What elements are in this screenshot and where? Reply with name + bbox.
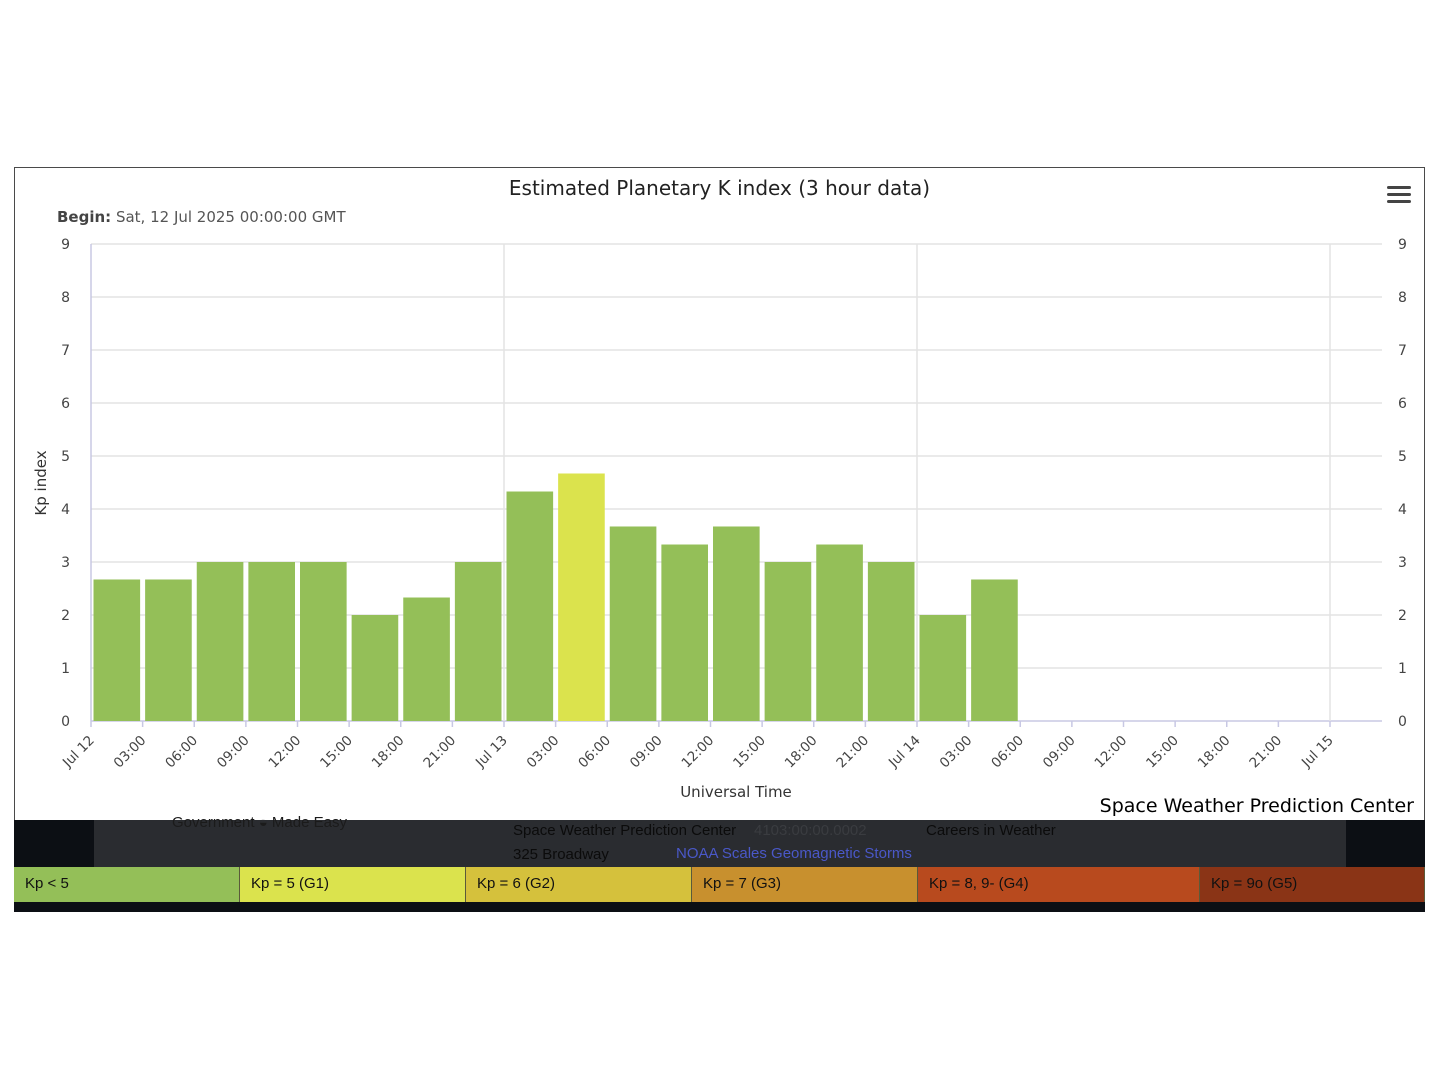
- begin-label: Begin:: [57, 208, 112, 226]
- x-tick-label: Jul 14: [885, 733, 924, 772]
- y-axis-label: Kp index: [32, 450, 50, 515]
- x-tick-label: 18:00: [782, 733, 821, 772]
- menu-line: [1387, 200, 1411, 203]
- kp-bar[interactable]: [713, 526, 760, 721]
- x-tick-label: 03:00: [111, 733, 150, 772]
- legend-item: Kp = 5 (G1): [240, 867, 466, 902]
- x-tick-label: 12:00: [266, 733, 305, 772]
- kp-bar-chart: 0 0 1 1 2 2 3 3 4 4 5 5 6 6 7 7 8 8 9 9 Jul 12 03:00 06:00 09:0…: [32, 237, 1407, 801]
- x-tick-label: 18:00: [369, 733, 408, 772]
- kp-legend: Kp < 5 Kp = 5 (G1) Kp = 6 (G2) Kp = 7 (G3) K…: [14, 867, 1425, 902]
- y-tick-label-right: 7: [1398, 343, 1407, 359]
- x-tick-label: 12:00: [679, 733, 718, 772]
- kp-bar[interactable]: [609, 526, 657, 721]
- kp-bar[interactable]: [196, 562, 244, 721]
- legend-item: Kp = 7 (G3): [692, 867, 918, 902]
- x-tick-label: 09:00: [1040, 733, 1079, 772]
- x-tick-label: 09:00: [214, 733, 253, 772]
- bars-layer: [93, 473, 1018, 721]
- y-tick-label-left: 1: [61, 661, 70, 677]
- footer-inner: Government ◒ Made Easy Space Weather Pre…: [94, 814, 1346, 867]
- footer-swpc-text: Space Weather Prediction Center: [513, 822, 737, 839]
- menu-line: [1387, 193, 1411, 196]
- x-tick-label: 12:00: [1092, 733, 1131, 772]
- kp-bar[interactable]: [300, 562, 347, 721]
- legend-bottom-strip: [14, 902, 1425, 912]
- x-tick-label: 15:00: [317, 733, 356, 772]
- y-tick-label-left: 7: [61, 343, 70, 359]
- begin-value: Sat, 12 Jul 2025 00:00:00 GMT: [115, 208, 346, 226]
- footer-code-text: 4103:00:00.0002: [754, 822, 867, 839]
- kp-bar[interactable]: [454, 562, 502, 721]
- y-tick-label-right: 4: [1398, 502, 1407, 518]
- kp-bar[interactable]: [919, 615, 967, 721]
- legend-item: Kp = 6 (G2): [466, 867, 692, 902]
- x-axis-label: Universal Time: [680, 783, 792, 801]
- x-tick-label: 06:00: [575, 733, 614, 772]
- y-tick-label-right: 5: [1398, 449, 1407, 465]
- kp-bar[interactable]: [661, 544, 708, 721]
- noaa-scales-link[interactable]: NOAA Scales Geomagnetic Storms: [676, 845, 912, 862]
- x-tick-label: 06:00: [988, 733, 1027, 772]
- x-tick-label: 21:00: [833, 733, 872, 772]
- y-tick-label-right: 1: [1398, 661, 1407, 677]
- y-tick-label-left: 6: [61, 396, 70, 412]
- y-tick-label-right: 0: [1398, 714, 1407, 730]
- chart-title: Estimated Planetary K index (3 hour data…: [508, 176, 931, 200]
- credit-text: Space Weather Prediction Center: [1099, 795, 1414, 817]
- x-tick-label: 18:00: [1195, 733, 1234, 772]
- legend-item: Kp = 9o (G5): [1200, 867, 1425, 902]
- menu-line: [1387, 186, 1411, 189]
- x-tick-label: 09:00: [627, 733, 666, 772]
- y-tick-label-right: 9: [1398, 237, 1407, 253]
- y-tick-label-left: 3: [61, 555, 70, 571]
- y-tick-label-right: 8: [1398, 290, 1407, 306]
- kp-bar[interactable]: [351, 615, 399, 721]
- kp-bar[interactable]: [248, 562, 295, 721]
- legend-item: Kp < 5: [14, 867, 240, 902]
- x-tick-label: 15:00: [730, 733, 769, 772]
- kp-bar[interactable]: [506, 491, 554, 721]
- kp-bar[interactable]: [93, 579, 141, 721]
- x-tick-label: 15:00: [1143, 733, 1182, 772]
- footer-address-text: 325 Broadway: [513, 846, 609, 863]
- hamburger-menu-icon[interactable]: [1387, 186, 1411, 206]
- y-tick-label-left: 5: [61, 449, 70, 465]
- y-tick-label-right: 2: [1398, 608, 1407, 624]
- x-tick-label: 21:00: [420, 733, 459, 772]
- x-tick-label: Jul 15: [1298, 733, 1337, 772]
- legend-item: Kp = 8, 9- (G4): [918, 867, 1200, 902]
- x-tick-label: 21:00: [1246, 733, 1285, 772]
- kp-bar[interactable]: [867, 562, 915, 721]
- kp-bar[interactable]: [816, 544, 863, 721]
- kp-bar[interactable]: [558, 473, 605, 721]
- y-tick-label-right: 6: [1398, 396, 1407, 412]
- kp-bar[interactable]: [403, 597, 450, 721]
- footer-careers-link[interactable]: Careers in Weather: [926, 822, 1056, 839]
- footer-gov-text: Government ◒ Made Easy: [172, 814, 347, 831]
- y-tick-label-left: 2: [61, 608, 70, 624]
- kp-bar[interactable]: [764, 562, 812, 721]
- x-tick-label: 03:00: [524, 733, 563, 772]
- x-tick-label: Jul 13: [472, 733, 511, 772]
- x-tick-label: 03:00: [937, 733, 976, 772]
- y-tick-label-right: 3: [1398, 555, 1407, 571]
- y-tick-label-left: 4: [61, 502, 70, 518]
- y-tick-label-left: 0: [61, 714, 70, 730]
- y-tick-label-left: 8: [61, 290, 70, 306]
- begin-line: Begin: Sat, 12 Jul 2025 00:00:00 GMT: [57, 208, 346, 226]
- kp-bar[interactable]: [145, 579, 192, 721]
- kp-bar[interactable]: [971, 579, 1018, 721]
- x-tick-label: Jul 12: [59, 733, 98, 772]
- x-tick-label: 06:00: [162, 733, 201, 772]
- y-tick-label-left: 9: [61, 237, 70, 253]
- page-footer: Government ◒ Made Easy Space Weather Pre…: [14, 814, 1425, 867]
